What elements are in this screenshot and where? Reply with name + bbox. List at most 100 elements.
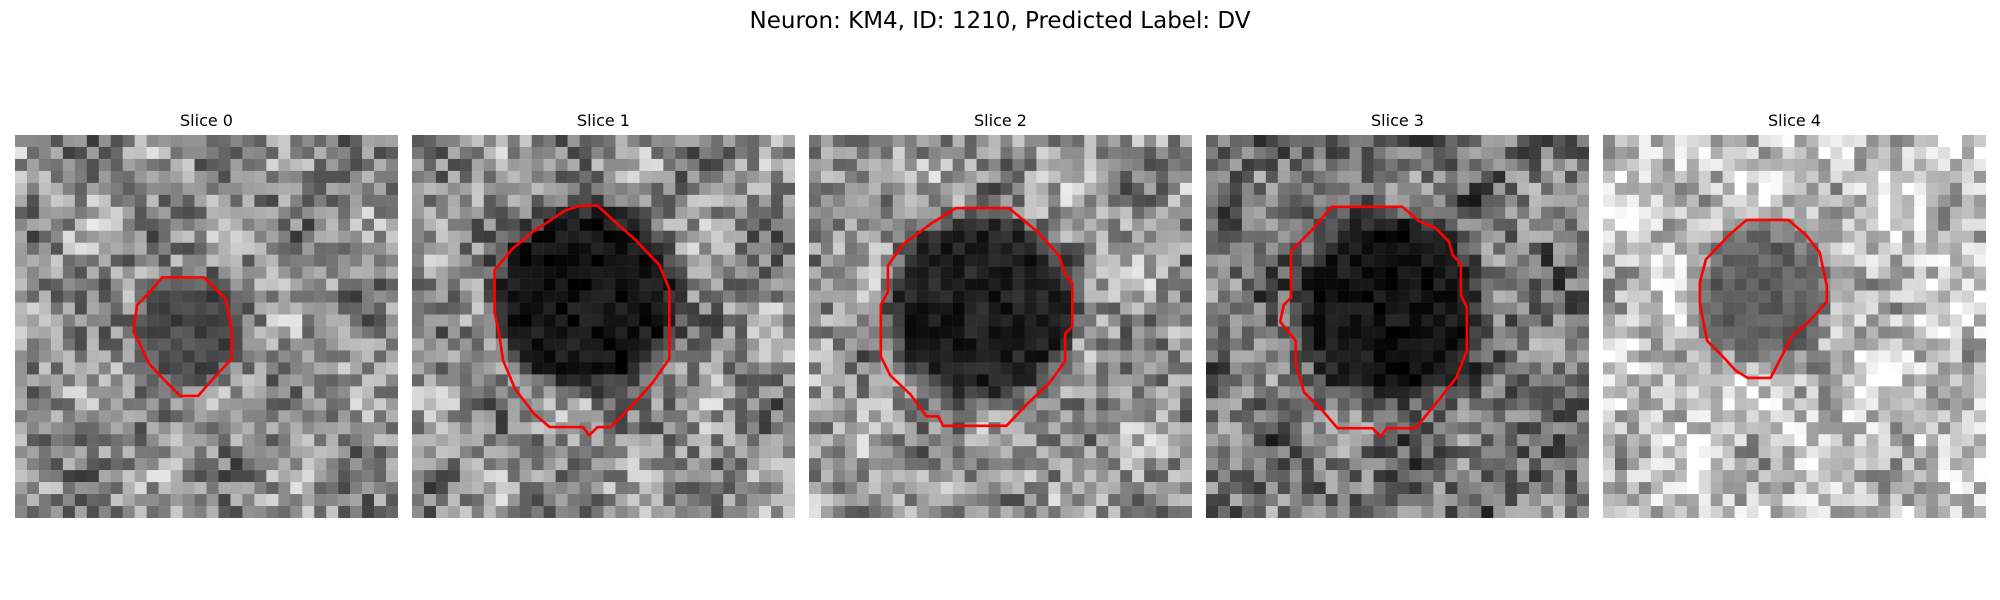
pixel [266,314,279,327]
pixel [1373,386,1386,399]
pixel [1337,482,1350,495]
pixel [1120,482,1133,495]
pixel [86,182,100,196]
pixel [158,290,171,303]
pixel [1782,350,1795,363]
pixel [809,254,822,267]
pixel [844,422,858,435]
pixel [230,290,243,303]
pixel [1577,434,1589,447]
pixel [26,135,40,148]
pixel [579,182,592,196]
pixel [38,482,52,495]
pixel [747,446,760,459]
pixel [1698,290,1711,303]
pixel [134,242,147,255]
pixel [988,482,1001,495]
pixel [1686,386,1699,399]
pixel [423,254,437,267]
pixel [1782,362,1795,375]
pixel [627,410,640,423]
pixel [1024,302,1037,315]
pixel [1337,146,1350,160]
pixel [952,146,965,160]
pixel [1818,362,1831,375]
pixel [122,182,135,196]
pixel [1722,218,1735,231]
pixel [1794,446,1807,459]
pixel [892,326,905,339]
pixel [904,146,917,160]
pixel [603,338,616,351]
pixel [290,506,303,518]
pixel [735,470,748,483]
pixel [1421,386,1434,399]
pixel [206,146,219,160]
pixel [1024,482,1037,495]
pixel [1217,326,1231,339]
pixel [1277,458,1291,471]
pixel [338,254,351,267]
pixel [723,230,736,243]
pixel [1603,362,1616,375]
pixel [1770,434,1783,447]
pixel [62,434,76,447]
pixel [459,242,473,255]
pixel [242,290,255,303]
pixel [555,254,568,267]
pixel [218,386,231,399]
pixel [687,266,700,279]
pixel [687,458,700,471]
pixel [759,434,772,447]
pixel [1638,314,1652,327]
pixel [735,254,748,267]
pixel [1361,278,1374,291]
pixel [976,242,989,255]
pixel [447,338,461,351]
pixel [122,158,135,172]
pixel [531,374,544,387]
pixel [952,506,965,518]
pixel [820,326,834,339]
pixel [1277,158,1291,172]
pixel [423,242,437,255]
pixel [1397,230,1410,243]
pixel [1974,230,1986,243]
pixel [423,278,437,291]
pixel [1541,458,1554,471]
pixel [603,278,616,291]
pixel [567,362,580,375]
pixel [15,302,28,315]
pixel [555,230,568,243]
pixel [38,410,52,423]
pixel [1603,314,1616,327]
pixel [1096,254,1109,267]
pixel [651,398,664,411]
pixel [1024,494,1037,507]
pixel [832,242,846,255]
pixel [1782,386,1795,399]
pixel [976,290,989,303]
pixel [1000,314,1013,327]
pixel [1156,458,1169,471]
pixel [711,254,724,267]
pixel [1866,230,1879,243]
pixel [663,135,676,148]
pixel [928,290,941,303]
pixel [844,266,858,279]
pixel [651,422,664,435]
pixel [1229,194,1243,208]
pixel [1265,170,1279,184]
pixel [1253,206,1267,220]
pixel [1577,326,1589,339]
pixel [940,446,953,459]
pixel [771,194,784,208]
pixel [519,218,532,231]
pixel [1710,422,1723,435]
pixel [976,182,989,196]
pixel [110,434,123,447]
pixel [98,422,111,435]
pixel [928,374,941,387]
pixel [1553,266,1566,279]
pixel [386,362,398,375]
